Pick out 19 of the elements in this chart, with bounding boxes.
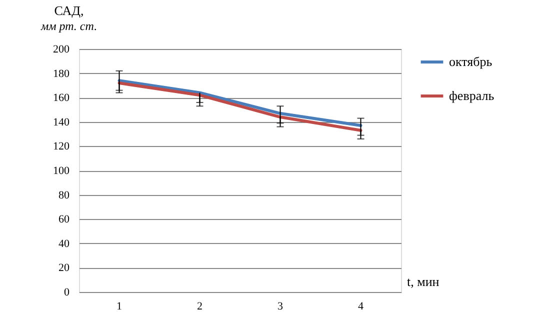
- x-tick-label: 2: [197, 300, 202, 312]
- y-tick-label: 160: [53, 92, 70, 104]
- x-tick-label: 3: [278, 300, 284, 312]
- y-tick-label: 60: [58, 214, 70, 226]
- y-tick-label: 140: [53, 116, 70, 128]
- x-tick-label: 1: [116, 300, 122, 312]
- y-tick-label: 40: [58, 238, 70, 250]
- y-tick-label: 180: [53, 68, 70, 80]
- y-axis-title: САД, мм рт. ст.: [40, 3, 98, 33]
- legend-label: октябрь: [449, 54, 492, 69]
- y-tick-label: 20: [58, 262, 70, 274]
- y-tick-label: 80: [58, 189, 70, 202]
- legend-label: февраль: [449, 88, 494, 103]
- y-tick-label: 100: [53, 165, 70, 177]
- y-tick-label: 0: [64, 286, 70, 298]
- x-axis-title: t, мин: [407, 274, 440, 289]
- y-tick-label: 200: [53, 44, 70, 56]
- x-tick-label: 4: [358, 300, 364, 312]
- y-tick-label: 120: [53, 140, 70, 153]
